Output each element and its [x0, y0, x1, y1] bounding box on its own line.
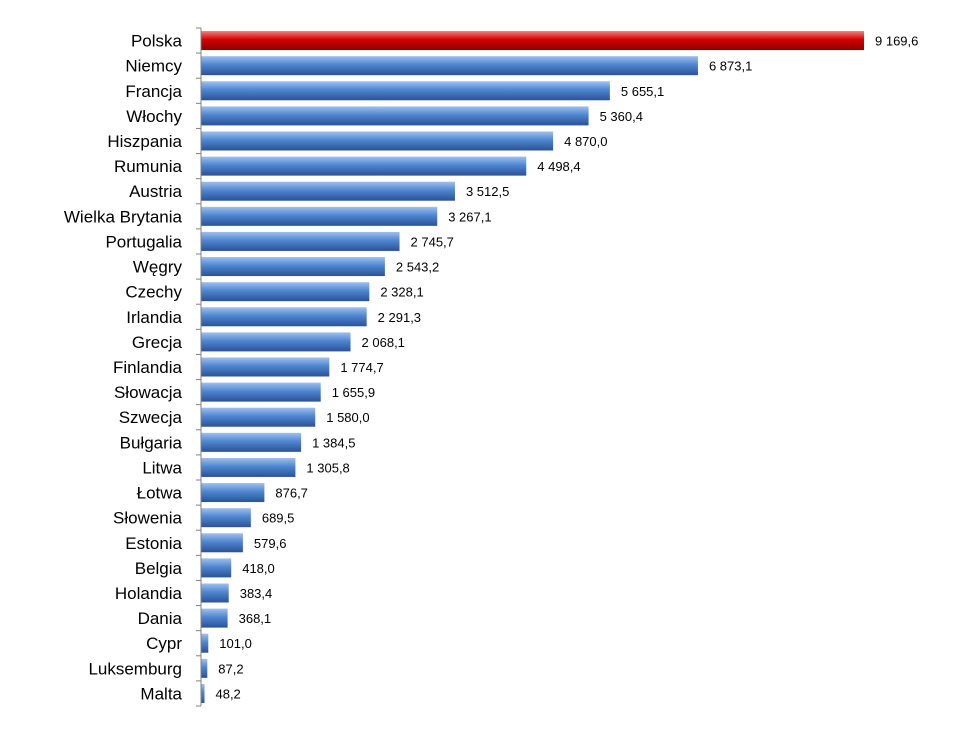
bar — [201, 106, 589, 126]
category-label: Austria — [129, 182, 182, 201]
value-label: 9 169,6 — [875, 34, 918, 49]
category-label: Holandia — [115, 584, 183, 603]
bar — [201, 558, 232, 578]
bar — [201, 307, 367, 327]
value-label: 3 512,5 — [466, 184, 509, 199]
bar — [201, 206, 438, 226]
category-label: Finlandia — [113, 358, 183, 377]
value-label: 101,0 — [219, 636, 252, 651]
value-label: 5 655,1 — [621, 84, 664, 99]
bar — [201, 432, 302, 452]
category-label: Szwecja — [119, 408, 183, 427]
value-label: 579,6 — [254, 536, 287, 551]
value-label: 87,2 — [218, 661, 243, 676]
value-label: 876,7 — [275, 486, 308, 501]
category-label: Dania — [138, 609, 183, 628]
bar — [201, 357, 330, 377]
bars-group — [201, 31, 864, 703]
value-label: 368,1 — [239, 611, 272, 626]
value-label: 3 267,1 — [448, 209, 491, 224]
bar — [201, 633, 209, 653]
value-label: 5 360,4 — [600, 109, 643, 124]
category-label: Wielka Brytania — [64, 207, 183, 226]
category-label: Rumunia — [114, 157, 183, 176]
category-label: Belgia — [135, 559, 183, 578]
bar — [201, 31, 864, 51]
value-label: 1 384,5 — [312, 435, 355, 450]
category-label: Grecja — [132, 333, 183, 352]
category-label: Francja — [125, 82, 182, 101]
bar — [201, 508, 251, 528]
value-label: 1 580,0 — [326, 410, 369, 425]
category-label: Hiszpania — [107, 132, 182, 151]
bar — [201, 181, 455, 201]
category-label: Irlandia — [126, 308, 182, 327]
bar — [201, 257, 385, 277]
category-label: Bułgaria — [120, 433, 183, 452]
value-label: 4 498,4 — [537, 159, 580, 174]
value-label: 4 870,0 — [564, 134, 607, 149]
category-label: Estonia — [125, 534, 182, 553]
bar — [201, 131, 554, 151]
value-label: 418,0 — [242, 561, 275, 576]
value-label: 2 328,1 — [380, 285, 423, 300]
value-label: 689,5 — [262, 511, 295, 526]
bar — [201, 483, 265, 503]
bar — [201, 658, 208, 678]
category-label: Polska — [131, 32, 183, 51]
bar — [201, 231, 400, 251]
category-label: Portugalia — [105, 232, 182, 251]
bar — [201, 608, 228, 628]
category-labels: Polska Niemcy Francja Włochy Hiszpania Rumuni… — [64, 32, 183, 704]
bar — [201, 156, 527, 176]
category-label: Niemcy — [125, 57, 182, 76]
bar — [201, 457, 296, 477]
category-label: Słowacja — [114, 383, 183, 402]
value-label: 2 068,1 — [362, 335, 405, 350]
value-label: 2 543,2 — [396, 260, 439, 275]
value-label: 1 655,9 — [332, 385, 375, 400]
y-axis-ticks — [196, 27, 201, 707]
category-label: Węgry — [133, 258, 183, 277]
bar — [201, 282, 370, 302]
bar — [201, 583, 229, 603]
bar — [201, 683, 205, 703]
bar — [201, 56, 698, 76]
bar — [201, 407, 316, 427]
value-label: 48,2 — [215, 686, 240, 701]
bar — [201, 332, 351, 352]
value-labels: 9 169,6 6 873,1 5 655,1 5 360,4 4 870,0 4 498… — [215, 34, 918, 702]
category-label: Malta — [140, 684, 182, 703]
category-label: Luksemburg — [88, 659, 182, 678]
bar — [201, 382, 321, 402]
bar — [201, 81, 610, 101]
category-label: Cypr — [146, 634, 182, 653]
category-label: Łotwa — [137, 484, 183, 503]
bar — [201, 533, 243, 553]
value-label: 2 745,7 — [411, 234, 454, 249]
category-label: Czechy — [125, 283, 182, 302]
value-label: 1 305,8 — [306, 460, 349, 475]
value-label: 1 774,7 — [340, 360, 383, 375]
value-label: 2 291,3 — [378, 310, 421, 325]
category-label: Słowenia — [113, 509, 183, 528]
value-label: 6 873,1 — [709, 59, 752, 74]
value-label: 383,4 — [240, 586, 273, 601]
category-label: Litwa — [142, 458, 182, 477]
category-label: Włochy — [126, 107, 182, 126]
